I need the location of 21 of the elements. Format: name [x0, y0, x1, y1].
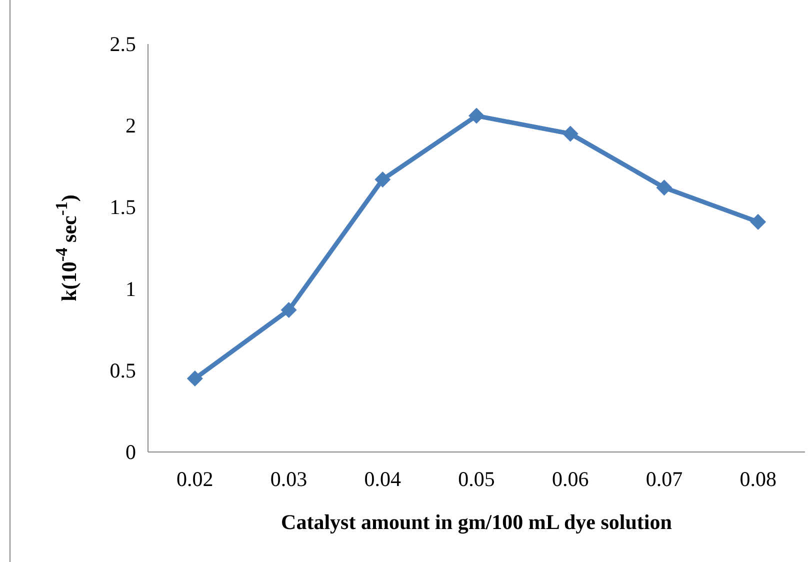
point — [186, 370, 203, 387]
y-tick-label: 2.5 — [110, 32, 136, 56]
point — [562, 126, 578, 142]
y-tick-label: 0.5 — [110, 358, 136, 382]
x-tick-label: 0.03 — [270, 467, 308, 491]
x-tick-label: 0.08 — [740, 467, 776, 491]
x-tick-label: 0.07 — [646, 467, 683, 491]
y-tick-label: 1 — [126, 276, 136, 301]
point — [280, 302, 297, 318]
y-tick-label: 2 — [126, 114, 136, 138]
x-tick-label: 0.05 — [458, 467, 495, 491]
x-axis-title: Catalyst amount in gm/100 mL dye solution — [281, 510, 672, 534]
x-tick-label: 0.06 — [552, 467, 589, 491]
point — [656, 180, 672, 196]
x-tick-label: 0.02 — [176, 467, 214, 491]
point — [374, 171, 391, 188]
point — [750, 214, 766, 230]
y-tick-label: 1.5 — [110, 195, 136, 220]
x-tick-label: 0.04 — [364, 467, 402, 491]
point — [468, 108, 484, 124]
y-tick-label: 0 — [126, 440, 136, 464]
